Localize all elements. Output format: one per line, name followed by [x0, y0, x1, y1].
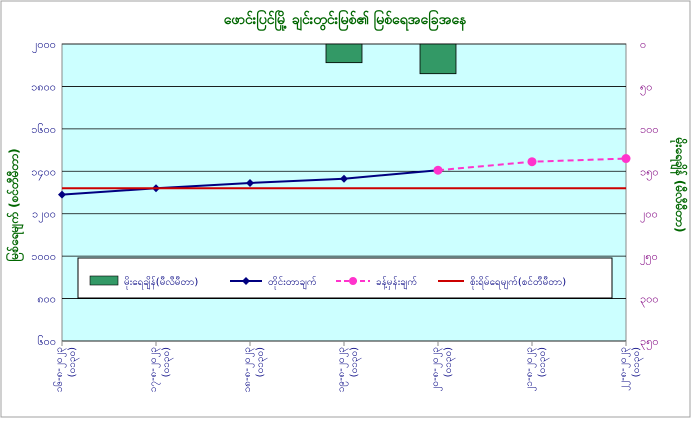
- x-tick-label-date: ၁၈-၈-၂၀၂၃: [242, 347, 255, 392]
- grid-layer: [62, 43, 626, 342]
- bar-layer: [325, 43, 457, 75]
- rain-bar: [325, 43, 363, 64]
- x-tick-label-group: ၂၂-၈-၂၀၂၃ (၀၁၃၀): [618, 347, 644, 391]
- x-tick-label-time: (၀၁၃၀): [255, 347, 268, 377]
- y-right-tick-label: ၂၅၀: [640, 250, 658, 265]
- y-left-tick-label: ၂၀၀၀: [32, 38, 56, 53]
- y-axis-left-label: မြစ်ရေမျက် (စင်တီမီတာ): [4, 148, 25, 261]
- x-tick-label-group: ၁၈-၈-၂၀၂၃ (၀၁၃၀): [242, 347, 268, 392]
- y-left-tick-label: ၁၀၀၀: [31, 250, 56, 263]
- measured-point: [246, 178, 254, 187]
- x-tick-label-time: (၀၁၃၀): [537, 347, 550, 377]
- x-tick-label-time: (၀၁၃၀): [349, 347, 362, 377]
- x-tick-label-time: (၀၁၃၀): [631, 347, 644, 377]
- legend-measured-marker: [242, 277, 250, 285]
- y-right-tick-label: ၁၀၀: [640, 123, 659, 136]
- y-right-tick-label: ၃၅၀: [640, 335, 659, 350]
- y-right-tick-label: ၂၀၀: [640, 208, 658, 223]
- x-tick-label-time: (၀၁၃၀): [67, 347, 80, 377]
- legend-rain-label: မိုးရေချိန်(မီလီမီတာ): [124, 275, 198, 290]
- forecast-point: [621, 154, 631, 164]
- x-tick-label-date: ၂၁-၈-၂၀၂၃: [524, 347, 537, 392]
- y-right-tick-label: ၀: [640, 38, 646, 51]
- measured-point: [340, 174, 348, 183]
- y-axis-right-label: မိုးရေချိန် (မီလီမီတာ): [669, 137, 689, 233]
- y-right-tick-label: ၃၀၀: [640, 293, 659, 308]
- legend-forecast-marker: [349, 277, 357, 285]
- y-left-tick-label: ၁၄၀၀: [31, 165, 56, 180]
- chart-title: ဖောင်းပြင်မြို့ ချင်းတွင်းမြစ်၏ မြစ်ရေအခ…: [224, 10, 467, 31]
- legend-box: [77, 257, 613, 299]
- x-tick-label-group: ၂၀-၈-၂၀၂၃ (၀၁၃၀): [430, 347, 456, 392]
- y-left-tick-label: ၁၂၀၀: [32, 208, 56, 223]
- x-tick-label-date: ၁၆-၈-၂၀၂၃: [52, 347, 67, 392]
- x-tick-label-time: (၀၁၃၀): [443, 347, 456, 377]
- x-tick-label-group: ၂၁-၈-၂၀၂၃ (၀၁၃၀): [524, 347, 550, 392]
- legend-rain-swatch: [89, 275, 119, 286]
- measured-point: [58, 190, 66, 199]
- y-left-tick-label: ၆၀၀: [37, 335, 56, 348]
- y-right-tick-label: ၁၅၀: [640, 165, 659, 180]
- forecast-point: [527, 157, 537, 167]
- x-tick-label-group: ၁၉-၈-၂၀၂၃ (၀၁၃၀): [336, 347, 362, 392]
- forecast-point: [433, 165, 443, 175]
- x-tick-label-date: ၁၉-၈-၂၀၂၃: [336, 347, 349, 392]
- y-left-tick-label: ၈၀၀: [37, 293, 56, 306]
- x-tick-label-date: ၁၇-၈-၂၀၂၃: [148, 347, 161, 392]
- y-left-tick-label: ၁၈၀၀: [31, 80, 56, 93]
- legend: မိုးရေချိန်(မီလီမီတာ) တိုင်းတာချက် ခန့်မ…: [77, 257, 613, 299]
- y-right-tick-label: ၅၀: [640, 80, 652, 95]
- legend-measured-label: တိုင်းတာချက်: [268, 275, 317, 290]
- x-tick-label-group: ၁၇-၈-၂၀၂၃ (၀၁၃၀): [148, 347, 174, 392]
- legend-danger-label: စိုးရိမ်ရေမျက်(စင်တီမီတာ): [470, 275, 566, 290]
- x-tick-label-date: ၂၀-၈-၂၀၂၃: [430, 347, 443, 392]
- legend-forecast-label: ခန့်မှန်းချက်: [376, 275, 417, 290]
- line-layer: [58, 154, 631, 199]
- x-tick-label-time: (၀၁၃၀): [161, 347, 174, 377]
- axis-layer: ၆၀၀ ၈၀၀ ၁၀၀၀ ၁၂၀၀ ၁၄၀၀ ၁၆၀၀ ၁၈၀၀ ၂၀၀၀ ၀၅၀၁၀၀၁၅၀၂…: [31, 38, 658, 392]
- rain-bar: [419, 43, 457, 75]
- y-left-tick-label: ၁၆၀၀: [31, 123, 56, 136]
- x-tick-label-date: ၂၂-၈-၂၀၂၃: [618, 347, 631, 391]
- x-tick-label-group: ၁၆-၈-၂၀၂၃ (၀၁၃၀): [52, 347, 80, 392]
